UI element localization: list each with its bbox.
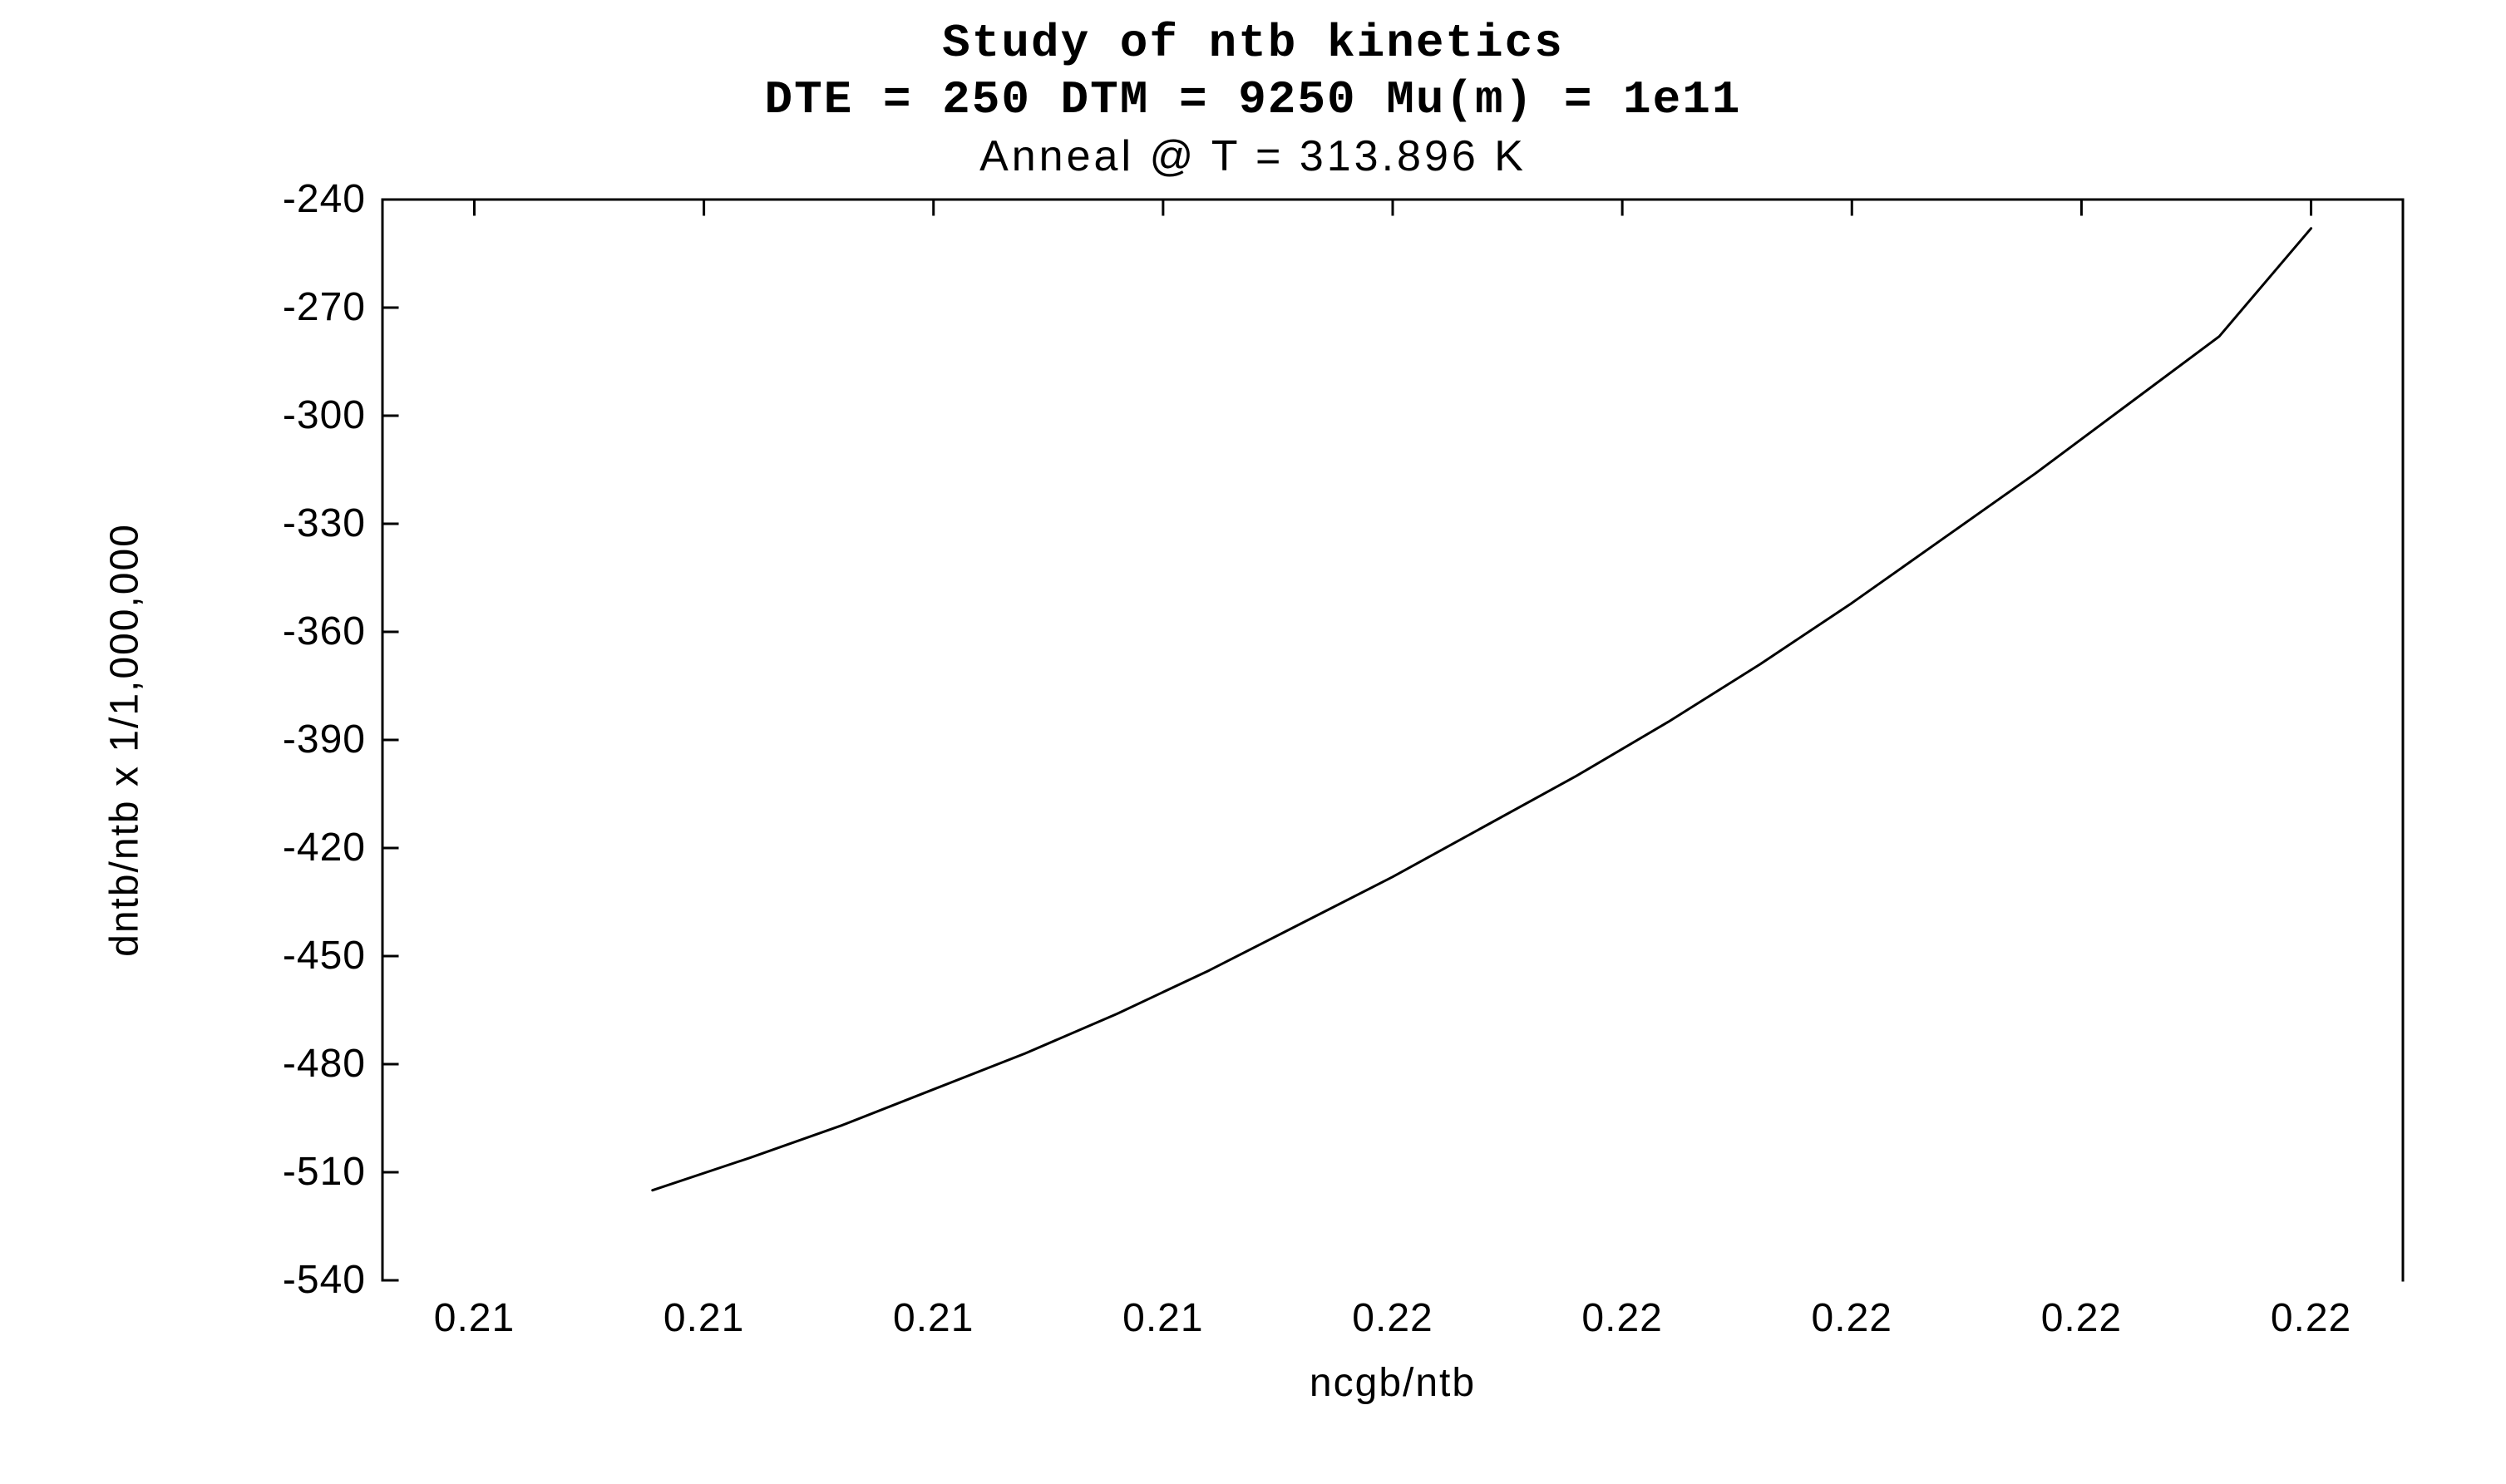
chart-title-line3: Anneal @ T = 313.896 K	[0, 131, 2506, 181]
y-tick-label: -240	[216, 176, 366, 222]
x-tick-label: 0.22	[1812, 1295, 1892, 1341]
y-tick-label: -510	[216, 1149, 366, 1195]
plot-svg	[91, 191, 2436, 1438]
x-tick-label: 0.22	[1352, 1295, 1433, 1341]
x-tick-label: 0.21	[893, 1295, 974, 1341]
chart-titles: Study of ntb kinetics DTE = 250 DTM = 92…	[0, 17, 2506, 181]
x-tick-label: 0.22	[2041, 1295, 2122, 1341]
chart-title-line2: DTE = 250 DTM = 9250 Mu(m) = 1e11	[0, 73, 2506, 126]
x-tick-label: 0.22	[2271, 1295, 2351, 1341]
y-tick-label: -330	[216, 500, 366, 546]
plot-wrapper: dntb/ntb x 1/1,000,000 -240-270-300-330-…	[91, 191, 2436, 1438]
x-tick-label: 0.21	[663, 1295, 744, 1341]
x-tick-label: 0.22	[1581, 1295, 1662, 1341]
y-tick-label: -480	[216, 1041, 366, 1087]
y-tick-label: -540	[216, 1257, 366, 1303]
y-tick-label: -390	[216, 717, 366, 762]
y-tick-label: -360	[216, 609, 366, 654]
y-tick-label: -420	[216, 825, 366, 870]
x-tick-label: 0.21	[434, 1295, 515, 1341]
chart-page: Study of ntb kinetics DTE = 250 DTM = 92…	[0, 0, 2506, 1484]
x-axis-label: ncgb/ntb	[1310, 1360, 1476, 1406]
y-tick-label: -450	[216, 933, 366, 979]
x-tick-label: 0.21	[1122, 1295, 1203, 1341]
y-tick-label: -270	[216, 284, 366, 330]
chart-title-line1: Study of ntb kinetics	[0, 17, 2506, 70]
y-tick-label: -300	[216, 392, 366, 438]
